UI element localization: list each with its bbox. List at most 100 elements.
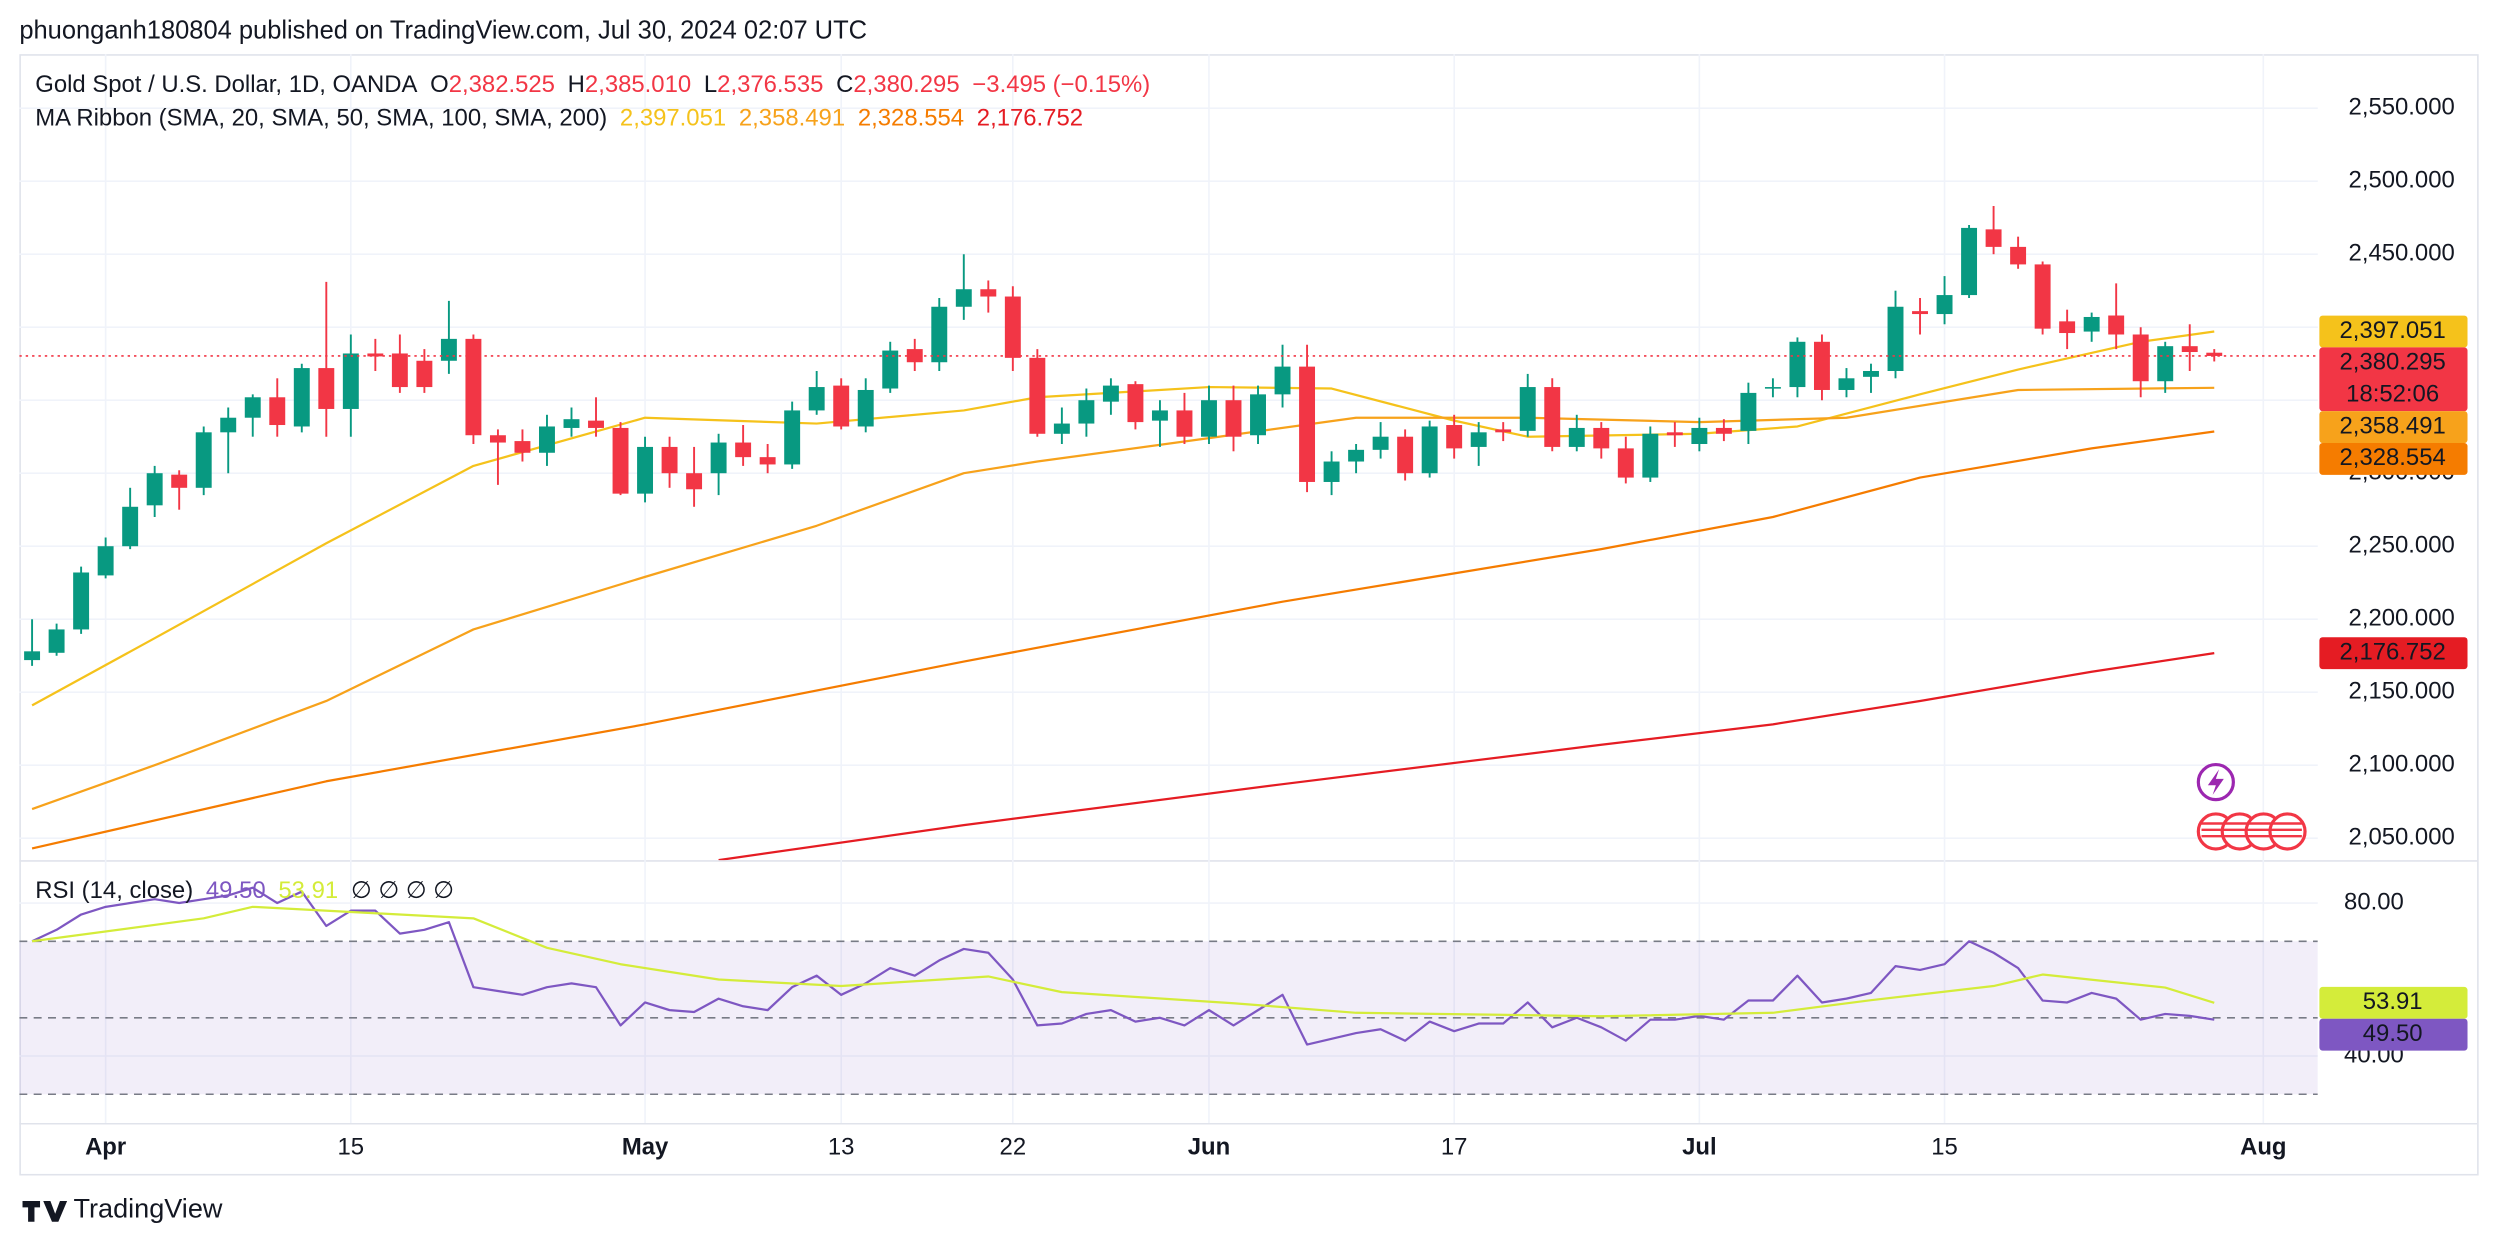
candle-body: [1617, 448, 1634, 478]
candle-body: [1887, 306, 1904, 371]
candle-body: [1568, 427, 1585, 447]
candle-body: [661, 446, 678, 474]
candle-body: [1470, 432, 1487, 447]
rsi-placeholders: ∅ ∅ ∅ ∅: [351, 877, 454, 904]
x-tick-label: Aug: [2240, 1134, 2286, 1161]
candle-body: [1912, 311, 1928, 315]
candle-body: [1053, 423, 1070, 434]
x-tick-label: 17: [1441, 1134, 1468, 1161]
candle-body: [1789, 341, 1806, 388]
candle-body: [342, 353, 359, 409]
price-badge: [2319, 411, 2468, 443]
candle-body: [2206, 352, 2223, 356]
footer-brand: TradingView: [73, 1193, 222, 1224]
candle-body: [1495, 429, 1512, 433]
candle-body: [539, 426, 555, 453]
candle-body: [931, 306, 948, 363]
x-tick-label: Jul: [1682, 1134, 1717, 1161]
candle-body: [1029, 357, 1046, 434]
price-badge-label: 2,358.491: [2340, 412, 2446, 439]
candle-body: [906, 349, 923, 363]
candle-body: [588, 420, 604, 428]
ohlc-name: O: [430, 71, 449, 98]
y-tick-label: 2,550.000: [2349, 93, 2455, 120]
candle-body: [269, 397, 286, 426]
candle-body: [195, 432, 212, 488]
candle-body: [122, 506, 139, 547]
candle-body: [2132, 334, 2149, 382]
candle-body: [1127, 384, 1144, 423]
y-tick-label: 2,250.000: [2349, 532, 2455, 559]
candle-body: [1740, 392, 1757, 431]
y-tick-label: 2,100.000: [2349, 751, 2455, 778]
indicator-value: 2,358.491: [739, 105, 845, 132]
y-tick-label: 2,150.000: [2349, 678, 2455, 705]
price-badge: [2319, 1018, 2468, 1051]
candle-body: [171, 474, 188, 488]
ohlc-name: L: [704, 71, 717, 98]
candle-body: [882, 350, 899, 389]
candle-body: [1593, 427, 1610, 449]
candle-body: [563, 419, 580, 428]
candle-body: [1863, 370, 1879, 377]
series-line: [718, 652, 2215, 861]
candle-body: [1151, 410, 1168, 421]
candle-body: [1764, 387, 1781, 389]
candle-body: [2108, 315, 2125, 335]
flag-icon[interactable]: [2268, 812, 2307, 851]
series-line: [31, 330, 2215, 707]
ohlc-value: 2,382.525: [449, 71, 555, 98]
price-badge-label: 49.50: [2363, 1020, 2423, 1047]
candle-body: [1715, 427, 1732, 434]
candle-body: [465, 338, 482, 436]
rsi-title: RSI (14, close): [35, 877, 193, 904]
x-tick-label: 15: [338, 1134, 365, 1161]
price-badge: [2319, 442, 2468, 475]
candle-body: [391, 353, 408, 388]
candle-body: [2010, 246, 2027, 265]
x-tick-label: 13: [828, 1134, 855, 1161]
candle-body: [857, 389, 874, 427]
candle-body: [955, 289, 972, 307]
candle-body: [1421, 426, 1438, 474]
indicator-value: 2,328.554: [858, 105, 964, 132]
candle-body: [293, 368, 310, 427]
candle-body: [1250, 394, 1266, 436]
price-pane: [19, 206, 2318, 861]
candle-body: [1397, 436, 1414, 474]
candle-body: [808, 387, 825, 411]
series-line: [31, 386, 2215, 811]
candle-body: [1961, 227, 1978, 296]
rsi-value: 53.91: [278, 877, 338, 904]
price-badge-label: 2,176.752: [2340, 638, 2446, 665]
candle-body: [1691, 427, 1708, 445]
series-line: [31, 905, 2215, 1018]
candle-body: [1323, 461, 1340, 482]
candle-body: [1446, 425, 1463, 449]
candle-body: [980, 289, 997, 297]
candle-body: [759, 457, 776, 465]
candle-body: [1274, 366, 1291, 395]
series-line: [31, 886, 2215, 1046]
rsi-pane: [19, 886, 2318, 1096]
candle-body: [1102, 385, 1119, 402]
candle-body: [735, 442, 752, 458]
indicator-title: MA Ribbon (SMA, 20, SMA, 50, SMA, 100, S…: [35, 105, 607, 132]
ohlc-name: C: [836, 71, 853, 98]
candle-body: [1838, 378, 1855, 390]
indicator-value: 2,176.752: [977, 105, 1083, 132]
grid: [19, 54, 2318, 1123]
candle-body: [637, 446, 654, 494]
candle-body: [710, 442, 727, 474]
tradingview-logo: [22, 1200, 68, 1222]
y-tick-label: 2,200.000: [2349, 605, 2455, 632]
price-badges: 2,397.051 2,380.295 18:52:06 2,358.491 2,328…: [2319, 315, 2468, 1051]
candle-body: [24, 651, 41, 661]
x-tick-label: Jun: [1188, 1134, 1230, 1161]
candle-body: [97, 546, 114, 576]
candle-body: [367, 353, 384, 357]
candle-body: [48, 629, 65, 653]
flag-stripes: [2201, 822, 2302, 838]
price-badge: [2319, 315, 2468, 348]
